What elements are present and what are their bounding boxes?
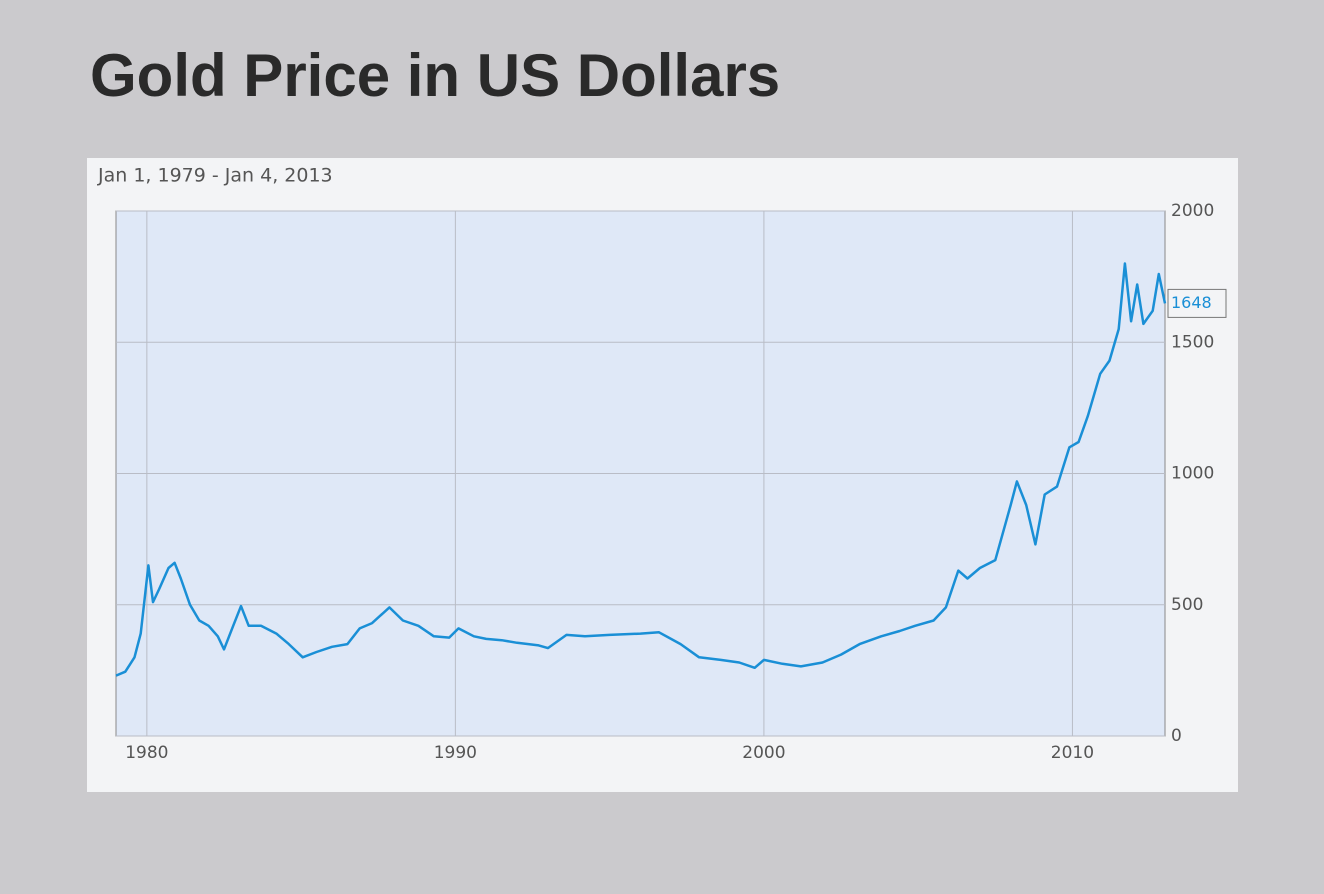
chart-subtitle: Jan 1, 1979 - Jan 4, 2013 [97,165,333,187]
y-tick-label: 2000 [1171,201,1214,221]
chart-title: Gold Price in US Dollars [90,42,780,109]
x-tick-label: 1980 [125,743,168,763]
y-tick-label: 1000 [1171,464,1214,484]
last-value-box [1167,288,1227,318]
y-tick-label: 1500 [1171,332,1214,352]
price-line [115,262,1167,677]
y-tick-label: 500 [1171,595,1203,615]
x-tick-label: 2000 [742,743,785,763]
x-tick-label: 2010 [1051,743,1094,763]
y-tick-label: 0 [1171,726,1182,746]
last-value-label: 1648 [1171,293,1212,312]
x-tick-label: 1990 [434,743,477,763]
